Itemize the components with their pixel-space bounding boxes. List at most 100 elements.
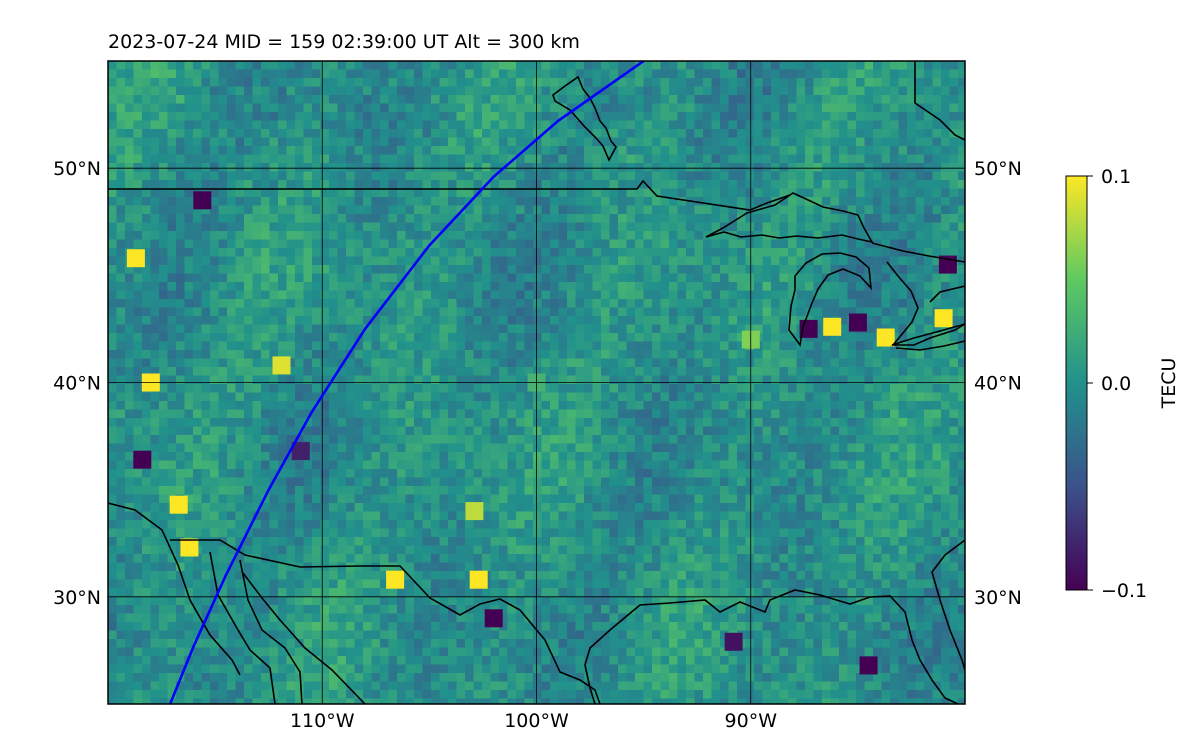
tec-cell (881, 426, 891, 436)
tec-cell (295, 231, 305, 241)
tec-cell (499, 367, 509, 377)
tec-cell (694, 222, 704, 232)
tec-cell (363, 239, 373, 249)
tec-cell (363, 324, 373, 334)
tec-cell (244, 409, 254, 419)
tec-cell (805, 282, 815, 292)
tec-cell (414, 146, 424, 156)
tec-cell (184, 324, 194, 334)
tec-cell (405, 367, 415, 377)
tec-cell (609, 460, 619, 470)
tec-cell (337, 273, 347, 283)
tec-cell (448, 205, 458, 215)
tec-cell (703, 120, 713, 130)
tec-cell (261, 129, 271, 139)
tec-cell (652, 86, 662, 96)
tec-cell (830, 426, 840, 436)
tec-cell (346, 180, 356, 190)
tec-cell (813, 256, 823, 266)
tec-cell (150, 333, 160, 343)
tec-cell (720, 146, 730, 156)
tec-cell (856, 129, 866, 139)
tec-cell (822, 358, 832, 368)
tec-cell (227, 154, 237, 164)
tec-cell (847, 358, 857, 368)
tec-cell (550, 231, 560, 241)
tec-cell (482, 409, 492, 419)
tec-cell (125, 146, 135, 156)
tec-cell (167, 265, 177, 275)
tec-cell (550, 460, 560, 470)
tec-cell (142, 324, 152, 334)
tec-cell (201, 358, 211, 368)
tec-cell (745, 290, 755, 300)
tec-cell (473, 265, 483, 275)
tec-cell (346, 103, 356, 113)
tec-cell (771, 290, 781, 300)
tec-cell (558, 341, 568, 351)
tec-cell (439, 333, 449, 343)
tec-cell (269, 452, 279, 462)
tec-cell (286, 256, 296, 266)
tec-cell (856, 265, 866, 275)
tec-cell (405, 282, 415, 292)
tec-cell (201, 205, 211, 215)
tec-cell (286, 205, 296, 215)
tec-cell (822, 469, 832, 479)
tec-cell (227, 120, 237, 130)
tec-cell (822, 120, 832, 130)
tec-cell (490, 426, 500, 436)
tec-cell (890, 299, 900, 309)
tec-cell (371, 358, 381, 368)
tec-cell (295, 384, 305, 394)
tec-cell (915, 163, 925, 173)
tec-cell (609, 426, 619, 436)
tec-cell (337, 163, 347, 173)
tec-cell (354, 112, 364, 122)
tec-cell (958, 112, 965, 122)
tec-cell (499, 171, 509, 181)
tec-cell (524, 418, 534, 428)
tec-cell (320, 358, 330, 368)
tec-cell (286, 299, 296, 309)
tec-cell (771, 443, 781, 453)
tec-cell (499, 392, 509, 402)
tec-cell (482, 248, 492, 258)
tec-cell (380, 103, 390, 113)
tec-cell (711, 418, 721, 428)
tec-cell (388, 180, 398, 190)
tec-cell (295, 103, 305, 113)
tec-cell (303, 256, 313, 266)
tec-cell (626, 256, 636, 266)
tec-cell (745, 469, 755, 479)
tec-cell (541, 256, 551, 266)
tec-cell (601, 426, 611, 436)
tec-cell (771, 401, 781, 411)
tec-cell (754, 324, 764, 334)
tec-cell (184, 290, 194, 300)
tec-cell (193, 384, 203, 394)
tec-cell (652, 435, 662, 445)
tec-cell (346, 350, 356, 360)
tec-cell (388, 239, 398, 249)
tec-cell (643, 231, 653, 241)
tec-cell (660, 61, 670, 71)
tec-cell (533, 418, 543, 428)
tec-cell (218, 401, 228, 411)
tec-cell (244, 197, 254, 207)
tec-cell (915, 146, 925, 156)
tec-cell (847, 69, 857, 79)
tec-cell (669, 120, 679, 130)
tec-cell (822, 239, 832, 249)
tec-cell (142, 316, 152, 326)
tec-cell (346, 341, 356, 351)
tec-cell (159, 120, 169, 130)
tec-cell (839, 299, 849, 309)
tec-cell (669, 375, 679, 385)
tec-cell (609, 367, 619, 377)
tec-cell (346, 265, 356, 275)
tec-cell (601, 333, 611, 343)
tec-cell (907, 61, 917, 71)
tec-cell (312, 205, 322, 215)
tec-cell (482, 392, 492, 402)
